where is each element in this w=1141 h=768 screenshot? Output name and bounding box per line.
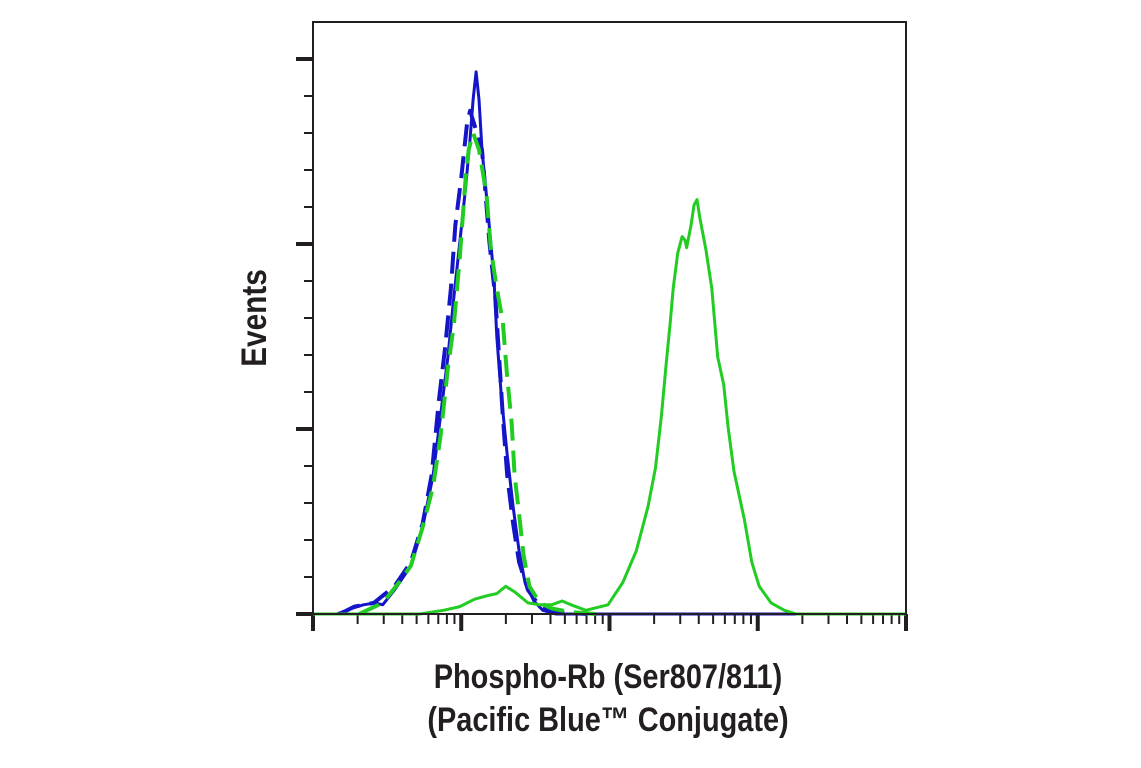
series-blue-dashed — [338, 108, 588, 616]
axis-ticks — [296, 57, 908, 631]
series-blue-solid — [313, 70, 906, 616]
plot-frame — [312, 21, 907, 615]
series-lines — [313, 70, 906, 616]
x-axis-label-line2: (Pacific Blue™ Conjugate) — [427, 701, 789, 739]
series-green-solid — [313, 198, 906, 616]
x-axis-label: Phospho-Rb (Ser807/811) — [433, 658, 783, 696]
y-axis-label: Events — [235, 269, 274, 367]
series-green-dashed — [358, 131, 597, 616]
